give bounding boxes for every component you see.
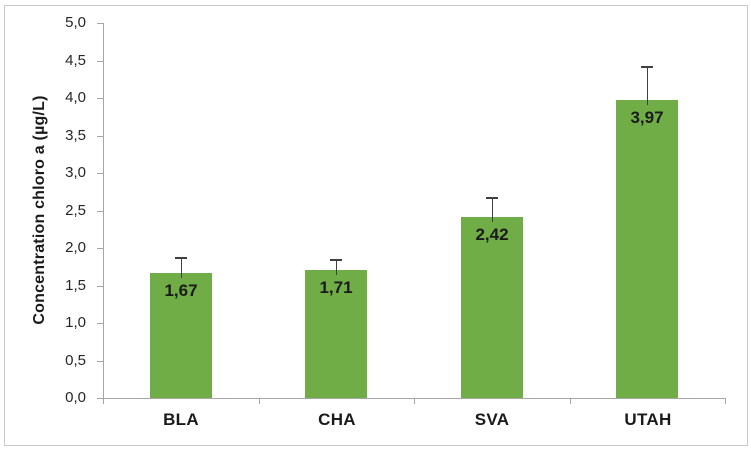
y-tick-label: 2,5 [65, 201, 86, 219]
bar [150, 272, 212, 398]
y-tick-label: 4,5 [65, 51, 86, 69]
y-axis-line [103, 23, 104, 399]
error-bar-cap [486, 196, 498, 199]
category-label: SVA [474, 410, 510, 429]
y-tick-mark [97, 23, 103, 24]
bar [305, 269, 367, 398]
y-tick-mark [97, 173, 103, 174]
y-tick-label: 1,0 [65, 314, 86, 331]
x-tick-mark [725, 399, 726, 404]
y-tick-mark [97, 135, 103, 137]
error-bar-cap [175, 256, 187, 259]
error-bar [181, 257, 182, 278]
error-bar [336, 260, 337, 275]
error-bar [492, 197, 493, 222]
category-label: UTAH [624, 410, 672, 429]
bar-value-label: 2,42 [475, 224, 509, 244]
y-tick-mark [97, 98, 103, 99]
error-bar-cap [330, 259, 342, 261]
y-tick-mark [97, 398, 103, 399]
y-tick-label: 2,0 [65, 239, 86, 256]
bar-value-label: 3,97 [630, 108, 664, 128]
error-bar [647, 66, 648, 106]
y-tick-label: 1,5 [65, 276, 86, 294]
bar-value-label: 1,71 [319, 277, 353, 297]
bar-value-label: 1,67 [164, 280, 198, 300]
y-tick-mark [97, 60, 103, 62]
x-tick-mark [414, 399, 415, 404]
y-tick-label: 5,0 [65, 14, 86, 31]
y-tick-label: 3,5 [65, 126, 86, 144]
x-tick-mark [103, 399, 104, 404]
y-tick-mark [97, 360, 103, 362]
y-tick-mark [97, 285, 103, 287]
category-label: CHA [318, 410, 356, 429]
y-tick-mark [97, 248, 103, 249]
y-tick-label: 0,0 [65, 389, 86, 406]
y-tick-label: 4,0 [65, 89, 86, 106]
bar [616, 100, 678, 398]
x-axis-line [103, 398, 726, 399]
y-tick-label: 0,5 [65, 351, 86, 369]
category-label: BLA [163, 410, 199, 429]
x-tick-mark [570, 399, 571, 404]
bar [461, 216, 523, 398]
y-tick-mark [97, 323, 103, 324]
x-tick-mark [259, 399, 260, 404]
y-tick-label: 3,0 [65, 164, 86, 181]
error-bar-cap [641, 65, 653, 68]
y-tick-mark [97, 210, 103, 212]
